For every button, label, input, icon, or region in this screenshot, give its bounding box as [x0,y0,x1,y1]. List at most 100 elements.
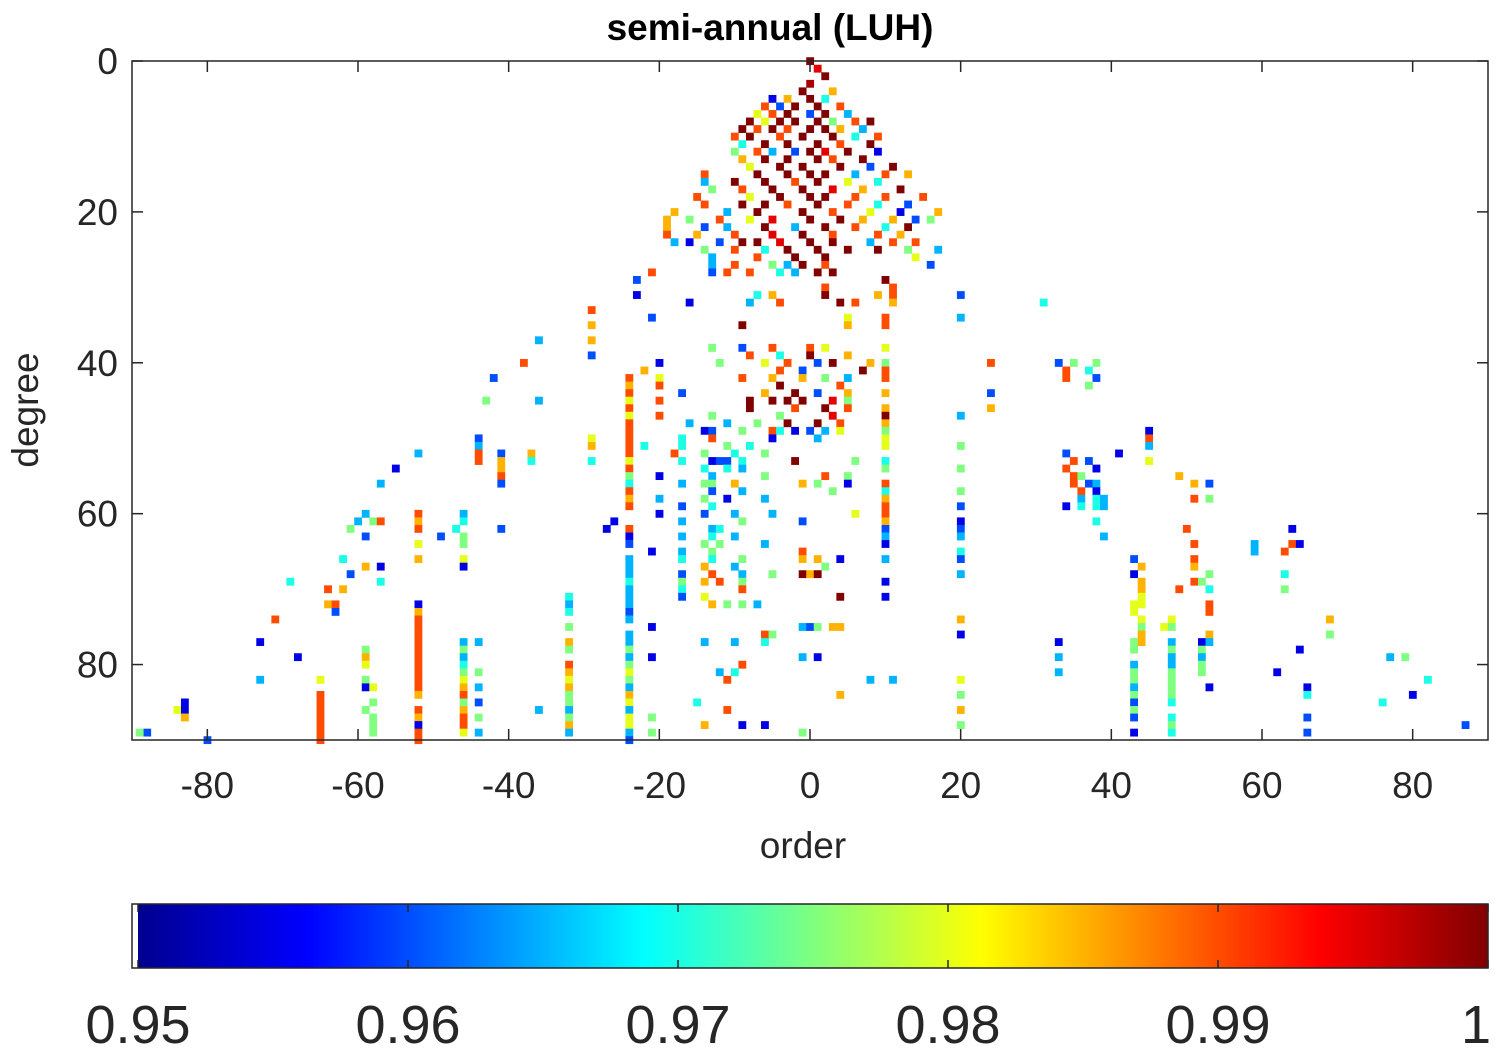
heatmap-cell [821,223,830,232]
x-tick-label: -20 [633,765,686,806]
heatmap-cell [791,147,799,156]
heatmap-cell [791,177,799,186]
heatmap-cell [813,623,822,631]
heatmap-cell [1205,494,1214,503]
heatmap-cell [678,592,686,601]
heatmap-cell [1167,623,1176,631]
heatmap-cell [625,464,634,473]
heatmap-cell [459,713,468,722]
heatmap-cell [1130,645,1138,654]
heatmap-cell [881,313,890,322]
heatmap-cell [791,389,799,398]
heatmap-cell [881,343,890,352]
heatmap-cell [1054,359,1063,367]
heatmap-cell [1145,441,1154,450]
heatmap-cell [1145,426,1154,435]
heatmap-cell [881,502,890,511]
heatmap-cell [331,607,340,616]
heatmap-cell [791,426,799,435]
heatmap-cell [1167,713,1176,722]
heatmap-cell [180,698,189,707]
heatmap-cell [836,125,845,133]
y-tick-label: 60 [77,494,118,535]
heatmap-cell [858,125,867,133]
heatmap-cell [361,645,370,654]
heatmap-cell [956,615,965,624]
heatmap-cell [700,509,709,518]
heatmap-cell [813,479,822,488]
heatmap-cell [625,683,634,692]
heatmap-cell [1288,540,1297,548]
heatmap-cell [143,728,152,737]
heatmap-cell [753,253,762,262]
heatmap-cell [414,600,423,609]
heatmap-cell [1092,487,1101,496]
heatmap-cell [459,675,468,684]
heatmap-cell [587,351,596,360]
heatmap-cell [813,140,822,149]
heatmap-cells [135,57,1470,745]
heatmap-cell [843,396,852,405]
heatmap-cell [1295,645,1304,654]
heatmap-cell [459,509,468,518]
colorbar-tick-label: 0.95 [85,995,190,1050]
heatmap-cell [414,623,423,631]
heatmap-cell [828,268,837,277]
heatmap-cell [730,260,739,269]
heatmap-cell [881,404,890,413]
heatmap-cell [783,245,792,254]
heatmap-cell [173,706,182,714]
heatmap-cell [730,509,739,518]
heatmap-cell [730,479,739,488]
heatmap-cell [881,223,890,232]
heatmap-cell [806,426,815,435]
heatmap-cell [858,366,867,375]
heatmap-cell [376,562,385,571]
heatmap-cell [625,381,634,390]
heatmap-cell [459,555,468,563]
heatmap-cell [648,713,656,722]
heatmap-cell [836,381,845,390]
heatmap-cell [956,675,965,684]
heatmap-cell [791,404,799,413]
heatmap-cell [768,125,777,133]
heatmap-cell [316,698,325,707]
heatmap-cell [813,200,822,209]
heatmap-cell [843,389,852,398]
heatmap-cell [1167,690,1176,699]
heatmap-cell [708,260,717,269]
heatmap-cell [821,110,830,118]
heatmap-cell [685,215,694,224]
heatmap-cell [361,653,370,662]
heatmap-cell [700,464,709,473]
heatmap-cell [956,464,965,473]
heatmap-cell [1401,653,1410,662]
heatmap-cell [806,110,815,118]
heatmap-cell [776,298,784,307]
heatmap-cell [648,268,656,277]
heatmap-cell [1160,623,1169,631]
heatmap-cell [768,396,777,405]
colorbar-tick-label: 0.97 [625,995,730,1050]
heatmap-cell [1069,457,1078,465]
heatmap-cell [625,449,634,458]
heatmap-cell [806,125,815,133]
heatmap-cell [881,434,890,443]
heatmap-cell [1130,607,1138,616]
heatmap-cell [1326,615,1334,624]
heatmap-cell [1280,570,1289,579]
heatmap-cell [798,728,807,737]
heatmap-cell [655,374,664,382]
heatmap-cell [1130,555,1138,563]
heatmap-cell [678,479,686,488]
heatmap-cell [843,147,852,156]
heatmap-cell [565,728,573,737]
heatmap-cell [753,291,762,299]
heatmap-cell [776,238,784,247]
heatmap-cell [700,426,709,435]
heatmap-cell [851,117,860,126]
heatmap-cell [843,200,852,209]
heatmap-cell [1326,630,1334,639]
heatmap-cell [806,193,815,201]
heatmap-cell [587,434,596,443]
